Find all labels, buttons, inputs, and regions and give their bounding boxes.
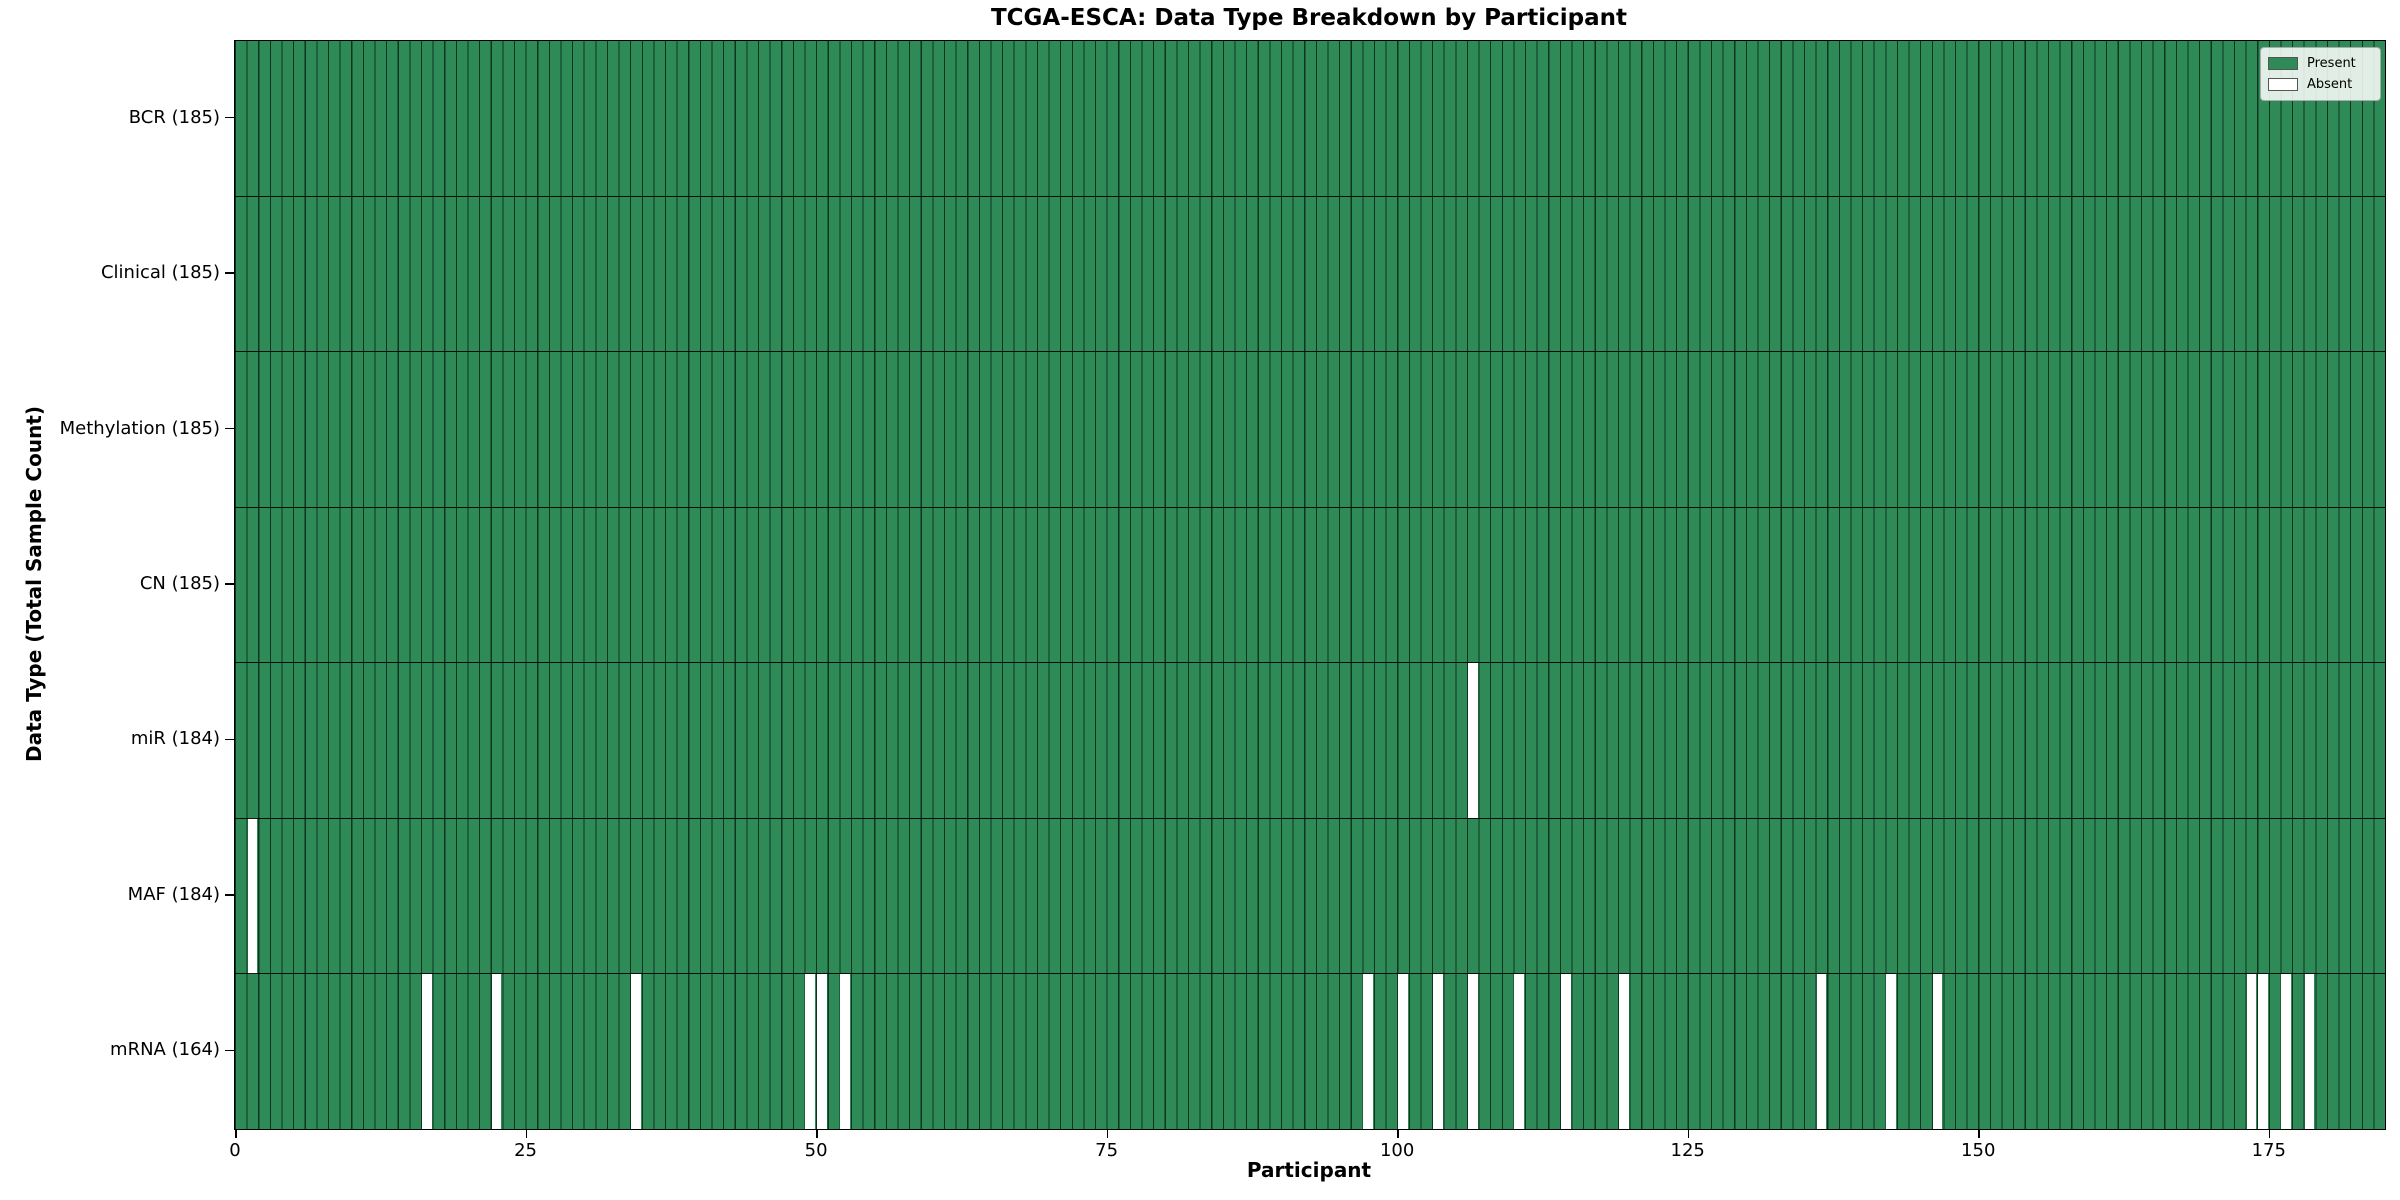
row-separator xyxy=(235,972,2385,975)
ytick-label-CN: CN (185) xyxy=(139,573,220,594)
xtick-label-25: 25 xyxy=(514,1140,537,1161)
absent-cell xyxy=(2246,973,2257,1129)
heatmap-row-CN xyxy=(235,507,2385,663)
ytick-label-MAF: MAF (184) xyxy=(127,883,220,905)
ytick-label-BCR: BCR (185) xyxy=(128,106,220,128)
xtick-label-75: 75 xyxy=(1095,1140,1119,1161)
ytick-mark xyxy=(225,894,234,896)
absent-cell xyxy=(2304,973,2315,1129)
heatmap-row-BCR xyxy=(235,41,2385,197)
x-axis-label: Participant xyxy=(1246,1158,1372,1182)
legend: Present Absent xyxy=(2260,47,2381,101)
absent-cell xyxy=(1816,973,1827,1129)
xtick-mark xyxy=(1978,1129,1980,1138)
absent-swatch-icon xyxy=(2268,78,2298,91)
absent-cell xyxy=(840,973,851,1129)
absent-cell xyxy=(1398,973,1408,1129)
absent-cell xyxy=(805,973,816,1129)
absent-cell xyxy=(1363,973,1374,1129)
xtick-mark xyxy=(1397,1129,1399,1138)
row-separator xyxy=(235,506,2385,508)
ytick-mark xyxy=(225,116,234,119)
ytick-mark xyxy=(225,583,234,585)
xtick-label-0: 0 xyxy=(229,1140,241,1161)
legend-item-present: Present xyxy=(2268,53,2372,74)
absent-cell xyxy=(421,973,432,1129)
absent-cell xyxy=(2258,973,2268,1129)
absent-cell xyxy=(817,973,827,1129)
ytick-label-miR: miR (184) xyxy=(130,728,220,750)
row-separator xyxy=(235,817,2385,819)
heatmap-row-miR xyxy=(235,662,2385,819)
xtick-mark xyxy=(525,1129,528,1138)
chart-title: TCGA-ESCA: Data Type Breakdown by Partic… xyxy=(990,5,1628,31)
absent-cell xyxy=(247,818,258,974)
absent-cell xyxy=(1514,973,1525,1129)
ytick-label-Clinical: Clinical (185) xyxy=(100,262,220,284)
absent-cell xyxy=(491,973,502,1129)
absent-cell xyxy=(1467,662,1478,819)
heatmap-row-mRNA xyxy=(235,973,2385,1129)
xtick-label-175: 175 xyxy=(2251,1140,2286,1161)
row-separator xyxy=(235,351,2385,353)
legend-item-absent: Absent xyxy=(2268,74,2372,95)
heatmap-row-MAF xyxy=(235,818,2385,974)
absent-cell xyxy=(1886,973,1896,1129)
absent-cell xyxy=(1433,973,1443,1129)
ytick-label-mRNA: mRNA (164) xyxy=(110,1039,220,1061)
absent-cell xyxy=(1932,973,1943,1129)
ytick-mark xyxy=(225,738,234,741)
heatmap-row-Clinical xyxy=(235,196,2385,352)
plot-area: Present Absent xyxy=(234,40,2386,1130)
xtick-mark xyxy=(1106,1129,1109,1138)
ytick-label-Methylation: Methylation (185) xyxy=(59,417,220,439)
legend-label-present: Present xyxy=(2307,56,2356,71)
absent-cell xyxy=(2281,973,2292,1129)
xtick-mark xyxy=(235,1129,237,1138)
row-separator xyxy=(235,195,2385,198)
row-separator xyxy=(235,662,2385,664)
absent-cell xyxy=(1560,973,1571,1129)
xtick-label-50: 50 xyxy=(804,1140,828,1161)
xtick-mark xyxy=(1687,1129,1690,1138)
xtick-label-125: 125 xyxy=(1670,1140,1705,1161)
xtick-label-100: 100 xyxy=(1379,1140,1415,1161)
xtick-mark xyxy=(816,1129,818,1138)
ytick-mark xyxy=(225,272,234,274)
legend-label-absent: Absent xyxy=(2307,77,2353,92)
ytick-mark xyxy=(225,1049,234,1052)
ytick-mark xyxy=(225,427,234,430)
xtick-label-150: 150 xyxy=(1961,1140,1996,1161)
absent-cell xyxy=(1618,973,1629,1129)
present-swatch-icon xyxy=(2268,57,2298,70)
absent-cell xyxy=(1467,973,1478,1129)
absent-cell xyxy=(631,973,641,1129)
xtick-mark xyxy=(2268,1129,2271,1138)
heatmap-row-Methylation xyxy=(235,351,2385,508)
